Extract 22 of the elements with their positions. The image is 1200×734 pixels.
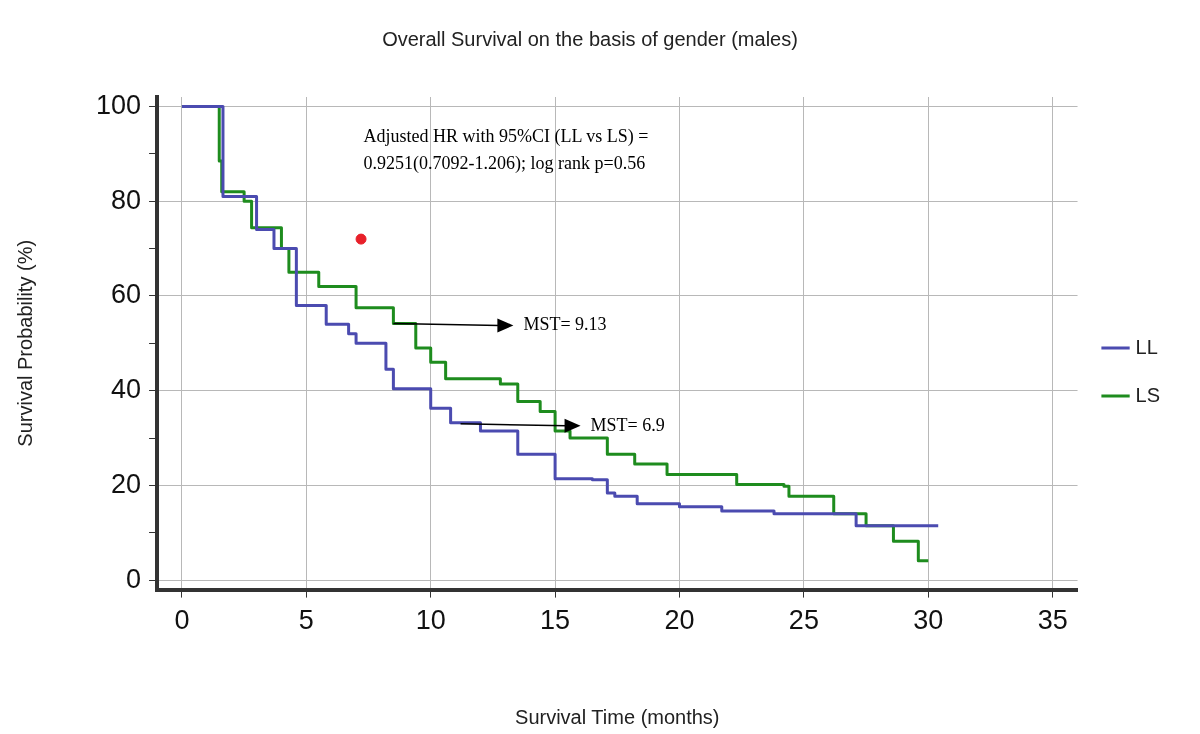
x-axis-title: Survival Time (months) xyxy=(515,705,720,728)
legend-label: LL xyxy=(1135,335,1158,358)
annotation: Adjusted HR with 95%CI (LL vs LS) = 0.9251(0.7092-1.206); log rank p=0.56 xyxy=(363,125,649,174)
y-tick-label: 0 xyxy=(126,563,142,594)
x-tick-label: 10 xyxy=(415,605,446,636)
x-tick-label: 5 xyxy=(298,605,314,636)
x-tick-label: 0 xyxy=(174,605,190,636)
annotation: MST= 9.13 xyxy=(523,314,607,335)
x-tick-label: 20 xyxy=(664,605,695,636)
x-tick-label: 25 xyxy=(788,605,819,636)
x-tick-label: 35 xyxy=(1037,605,1068,636)
y-tick-label: 80 xyxy=(111,184,142,215)
y-tick-label: 100 xyxy=(95,89,142,120)
chart-title: Overall Survival on the basis of gender (males) xyxy=(382,27,798,50)
annotation: MST= 6.9 xyxy=(590,414,665,435)
x-tick-label: 30 xyxy=(913,605,944,636)
y-tick-label: 20 xyxy=(111,468,142,499)
legend-label: LS xyxy=(1135,383,1161,406)
x-tick-label: 15 xyxy=(540,605,571,636)
y-tick-label: 40 xyxy=(111,374,142,405)
y-axis-title: Survival Probability (%) xyxy=(13,239,36,447)
y-tick-label: 60 xyxy=(111,279,142,310)
